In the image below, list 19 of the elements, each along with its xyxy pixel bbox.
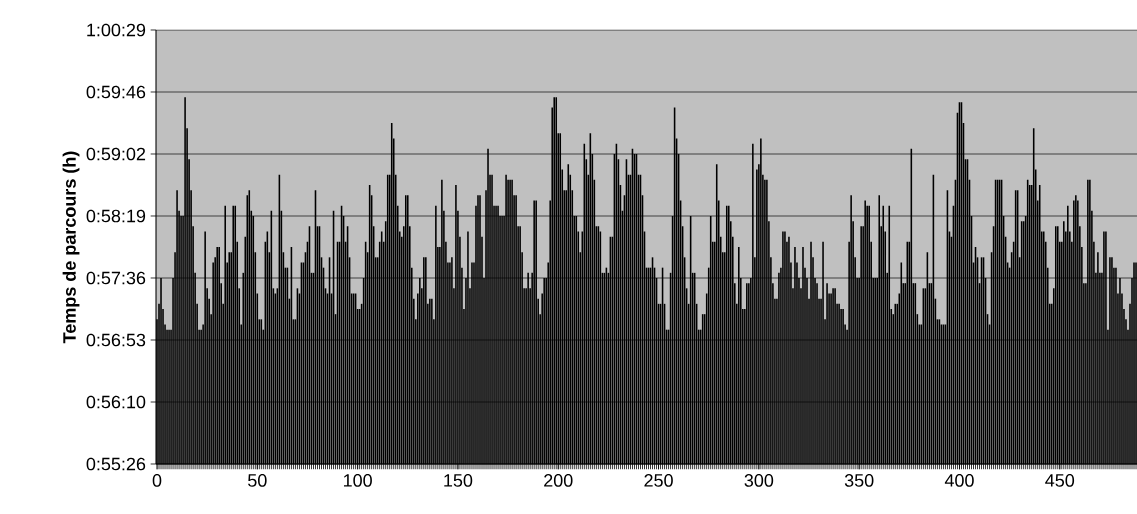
x-tick-label: 100	[343, 474, 372, 487]
x-tick-label: 150	[444, 474, 473, 487]
x-tick-label: 350	[844, 474, 874, 487]
x-tick-label: 0	[152, 474, 162, 487]
y-axis-title: Temps de parcours (h)	[62, 151, 80, 344]
x-tick-label: 250	[644, 474, 673, 487]
y-tick-label: 0:57:36	[86, 271, 146, 285]
x-tick-label: 300	[744, 474, 774, 487]
x-tick-label: 400	[944, 474, 974, 487]
y-tick-label: 0:55:26	[86, 457, 146, 471]
y-tick-label: 0:59:46	[86, 85, 146, 99]
y-tick-label: 0:56:10	[86, 395, 146, 409]
y-tick-label: 0:58:19	[86, 209, 146, 223]
x-tick-label: 200	[544, 474, 573, 487]
y-tick-label: 0:59:02	[86, 147, 146, 161]
y-tick-label: 0:56:53	[86, 333, 146, 347]
x-tick-label: 50	[248, 474, 267, 487]
y-tick-label: 1:00:29	[87, 23, 146, 37]
x-tick-label: 450	[1045, 474, 1075, 487]
